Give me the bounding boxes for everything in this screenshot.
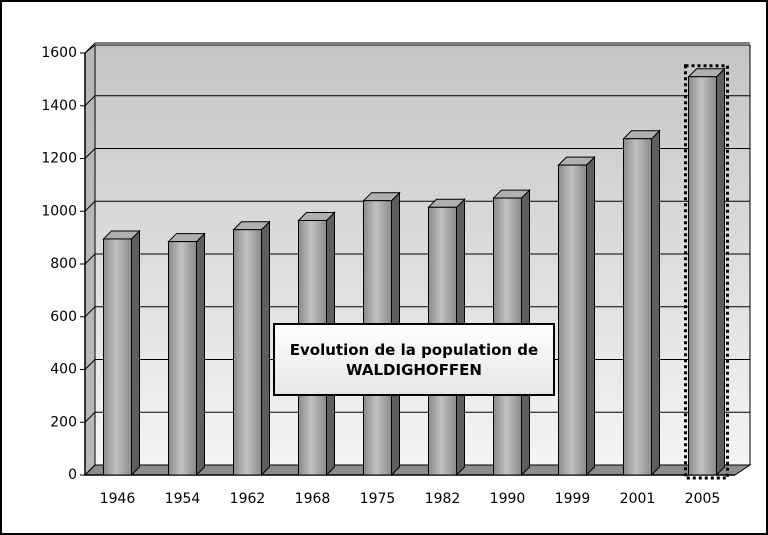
selection-outline — [684, 64, 729, 480]
x-tick-label: 1962 — [230, 491, 266, 507]
y-tick-label: 200 — [50, 414, 77, 430]
bar — [102, 229, 141, 477]
x-tick-label: 1968 — [295, 491, 331, 507]
y-tick-label: 400 — [50, 362, 77, 378]
grid-line — [84, 464, 750, 476]
side-wall — [84, 43, 96, 477]
bar-side — [651, 129, 660, 477]
bar-front — [558, 164, 587, 476]
x-tick-label: 1954 — [165, 491, 201, 507]
chart-title: Evolution de la population de WALDIGHOFF… — [273, 323, 555, 396]
y-tick-label: 600 — [50, 309, 77, 325]
x-tick-label: 2005 — [685, 491, 721, 507]
bar-side — [716, 67, 725, 477]
y-tick-label: 1200 — [41, 151, 77, 167]
grid-line — [84, 253, 750, 265]
y-tick-label: 1600 — [41, 45, 77, 61]
grid-line — [84, 148, 750, 159]
y-tick-label: 1000 — [41, 203, 77, 219]
bar — [167, 232, 206, 477]
bar-front — [233, 229, 262, 476]
bar-front — [623, 138, 652, 476]
bar-side — [261, 220, 270, 477]
grid-line — [84, 411, 750, 423]
grid-line — [84, 306, 750, 318]
bar-side — [586, 155, 595, 477]
grid-line — [84, 200, 750, 212]
bar-front — [168, 241, 197, 476]
x-tick-label: 1990 — [490, 491, 526, 507]
grid-line — [84, 42, 750, 54]
x-tick-label: 2001 — [620, 491, 656, 507]
bar — [557, 155, 596, 477]
bar-side — [196, 232, 205, 477]
y-tick-label: 1400 — [41, 98, 77, 114]
bar — [622, 129, 661, 477]
bar-side — [131, 229, 140, 477]
bar — [232, 220, 271, 477]
x-tick-label: 1999 — [555, 491, 591, 507]
x-tick-label: 1946 — [100, 491, 136, 507]
y-tick-label: 800 — [50, 256, 77, 272]
bar-front — [688, 76, 717, 476]
bar-front — [103, 238, 132, 476]
grid-line — [84, 95, 750, 107]
bar — [684, 64, 729, 480]
x-tick-label: 1975 — [360, 491, 396, 507]
y-tick-label: 0 — [68, 467, 77, 483]
x-tick-label: 1982 — [425, 491, 461, 507]
